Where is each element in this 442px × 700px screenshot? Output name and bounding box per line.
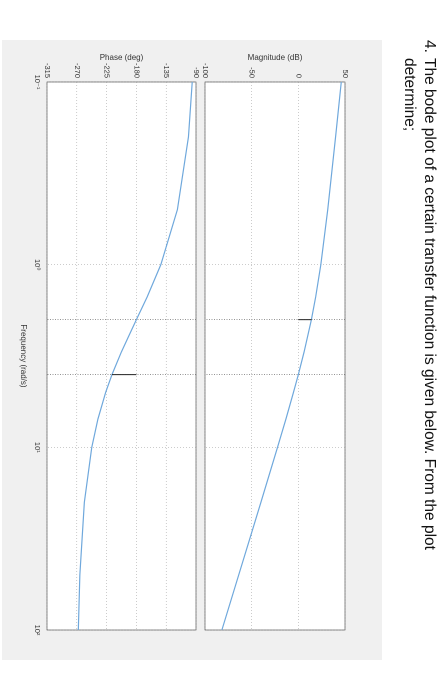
series-line xyxy=(77,81,193,631)
x-tick-label: 10² xyxy=(33,625,42,636)
y-tick-label: -90 xyxy=(192,67,201,78)
axes-box xyxy=(204,81,346,631)
y-tick-label: -315 xyxy=(43,63,52,78)
axes-box xyxy=(46,81,197,631)
y-axis-label: Phase (deg) xyxy=(100,53,144,62)
y-tick-label: -180 xyxy=(132,63,141,78)
x-tick-label: 10⁰ xyxy=(33,259,42,270)
x-tick-label: 10⁻¹ xyxy=(33,75,42,90)
y-tick-label: 0 xyxy=(294,74,303,78)
y-tick-label: -225 xyxy=(103,63,112,78)
y-axis-label: Magnitude (dB) xyxy=(248,53,303,62)
y-tick-label: -50 xyxy=(248,67,257,78)
x-axis-label: Frequency (rad/s) xyxy=(19,324,28,387)
series-line xyxy=(221,81,342,631)
x-tick-label: 10¹ xyxy=(33,442,42,453)
y-tick-label: 50 xyxy=(341,70,350,78)
y-tick-label: -100 xyxy=(201,63,210,78)
y-tick-label: -270 xyxy=(73,63,82,78)
y-tick-label: -135 xyxy=(162,63,171,78)
